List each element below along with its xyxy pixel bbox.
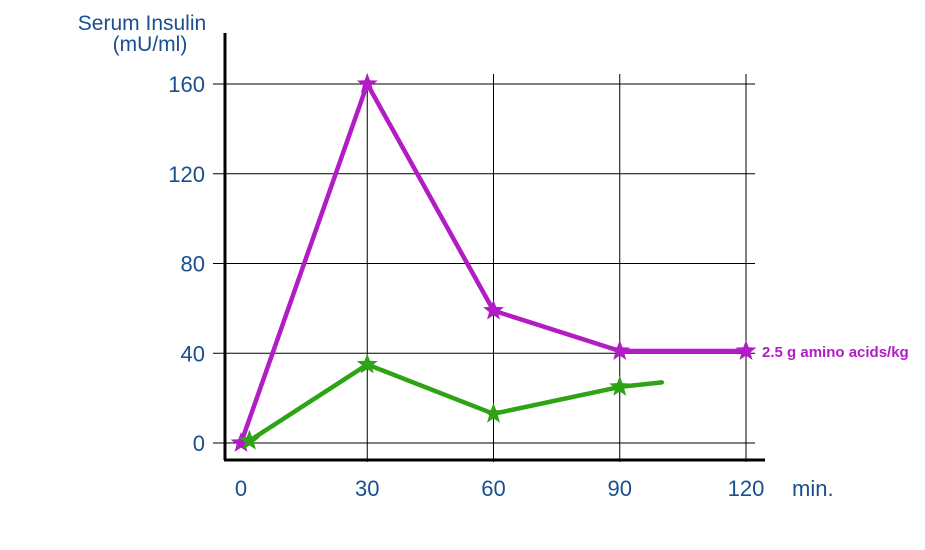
- axes: [223, 33, 765, 462]
- series-1: [238, 353, 665, 450]
- series-1-point-1: [356, 353, 378, 374]
- y-tick-label-80: 80: [181, 252, 205, 277]
- series-0: 2.5 g amino acids/kg: [230, 73, 909, 452]
- series-1-point-0: [238, 429, 260, 450]
- series-0-point-4: [735, 340, 757, 360]
- y-tick-label-0: 0: [193, 431, 205, 456]
- series-1-line: [247, 362, 665, 444]
- x-tick-label-60: 60: [481, 476, 505, 501]
- x-tick-label-90: 90: [608, 476, 632, 501]
- series-0-point-0: [230, 432, 252, 452]
- series-0-point-1: [356, 73, 378, 93]
- x-tick-labels: 0 30 60 90 120: [235, 476, 764, 501]
- series-1-point-3: [609, 375, 631, 396]
- y-axis-title-line2: (mU/ml): [113, 33, 188, 56]
- y-tick-label-40: 40: [181, 341, 205, 366]
- series-1-point-2: [483, 402, 504, 423]
- series-0-point-3: [609, 340, 631, 360]
- series-layer: 2.5 g amino acids/kg: [230, 73, 909, 452]
- y-tick-labels: 0 40 80 120 160: [168, 72, 205, 456]
- y-tick-label-160: 160: [168, 72, 205, 97]
- y-axis-title-line1: Serum Insulin: [78, 12, 206, 35]
- series-0-label: 2.5 g amino acids/kg: [762, 344, 909, 361]
- grid-lines: [213, 74, 755, 462]
- x-tick-label-30: 30: [355, 476, 379, 501]
- x-tick-label-0: 0: [235, 476, 247, 501]
- x-axis-unit-label: min.: [792, 476, 834, 501]
- series-0-point-2: [483, 299, 504, 320]
- x-tick-label-120: 120: [728, 476, 765, 501]
- y-tick-label-120: 120: [168, 162, 205, 187]
